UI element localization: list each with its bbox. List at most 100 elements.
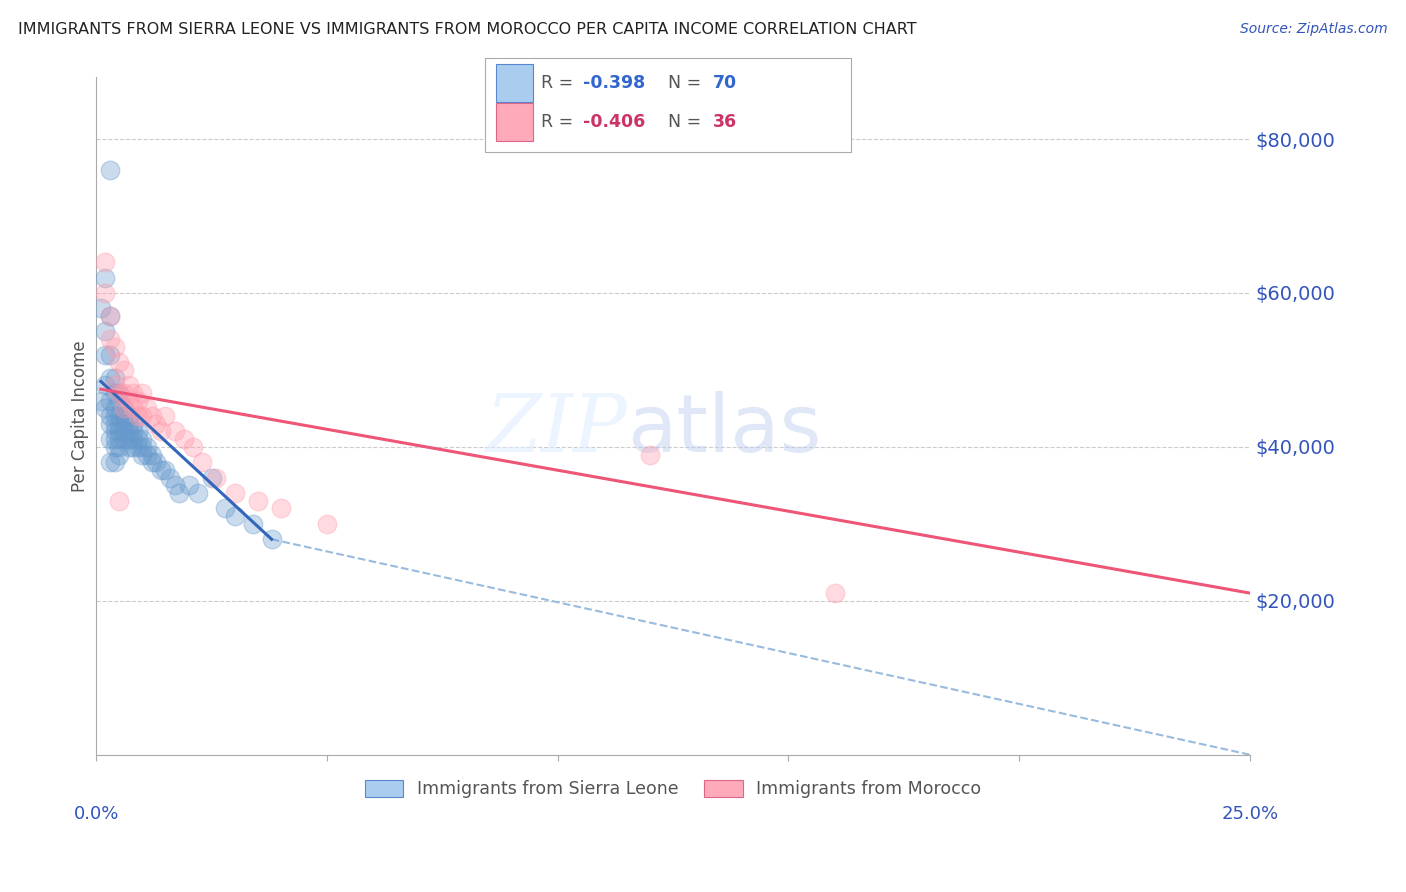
- Point: [224, 486, 246, 500]
- Text: ZIP: ZIP: [485, 391, 627, 468]
- Text: N =: N =: [657, 74, 706, 92]
- Point: [108, 417, 131, 431]
- Point: [145, 455, 167, 469]
- Point: [98, 309, 121, 323]
- Point: [104, 409, 127, 423]
- Text: 0.0%: 0.0%: [73, 805, 120, 822]
- Point: [104, 340, 127, 354]
- Point: [108, 432, 131, 446]
- Point: [136, 401, 159, 416]
- Point: [98, 393, 121, 408]
- Point: [104, 386, 127, 401]
- Point: [112, 425, 135, 439]
- Point: [112, 409, 135, 423]
- Point: [141, 455, 163, 469]
- Point: [149, 463, 172, 477]
- Point: [127, 440, 149, 454]
- Point: [136, 440, 159, 454]
- Point: [108, 493, 131, 508]
- Point: [155, 463, 177, 477]
- Point: [173, 432, 195, 446]
- Point: [177, 478, 200, 492]
- Point: [94, 401, 117, 416]
- Point: [108, 355, 131, 369]
- Point: [127, 409, 149, 423]
- Point: [117, 393, 139, 408]
- Point: [214, 501, 236, 516]
- Point: [98, 455, 121, 469]
- Point: [104, 455, 127, 469]
- Point: [141, 448, 163, 462]
- Point: [98, 332, 121, 346]
- Point: [98, 347, 121, 361]
- Point: [122, 425, 145, 439]
- Point: [112, 363, 135, 377]
- Text: -0.398: -0.398: [583, 74, 645, 92]
- Text: 36: 36: [713, 113, 737, 131]
- Point: [112, 386, 135, 401]
- Point: [136, 448, 159, 462]
- Point: [246, 493, 269, 508]
- Point: [122, 386, 145, 401]
- Point: [141, 409, 163, 423]
- Point: [104, 425, 127, 439]
- Point: [127, 425, 149, 439]
- Point: [104, 432, 127, 446]
- Point: [98, 162, 121, 177]
- Point: [117, 432, 139, 446]
- Point: [117, 440, 139, 454]
- Point: [117, 409, 139, 423]
- Point: [224, 509, 246, 524]
- Text: N =: N =: [657, 113, 706, 131]
- Point: [108, 425, 131, 439]
- Point: [242, 516, 264, 531]
- Text: R =: R =: [541, 74, 579, 92]
- Point: [163, 425, 186, 439]
- Point: [824, 586, 846, 600]
- Point: [108, 409, 131, 423]
- Point: [98, 417, 121, 431]
- Point: [108, 448, 131, 462]
- Point: [104, 378, 127, 392]
- Point: [191, 455, 214, 469]
- Point: [122, 417, 145, 431]
- Point: [94, 378, 117, 392]
- Point: [112, 417, 135, 431]
- Point: [108, 386, 131, 401]
- Point: [104, 401, 127, 416]
- Point: [94, 270, 117, 285]
- Point: [104, 417, 127, 431]
- Point: [90, 301, 112, 316]
- Y-axis label: Per Capita Income: Per Capita Income: [72, 340, 89, 491]
- Text: 25.0%: 25.0%: [1222, 805, 1278, 822]
- Point: [94, 255, 117, 269]
- Point: [131, 432, 153, 446]
- Point: [149, 425, 172, 439]
- Point: [122, 432, 145, 446]
- Point: [159, 471, 181, 485]
- Point: [98, 370, 121, 384]
- Point: [270, 501, 292, 516]
- Point: [117, 417, 139, 431]
- Point: [98, 432, 121, 446]
- Point: [122, 440, 145, 454]
- Point: [117, 378, 139, 392]
- Point: [205, 471, 228, 485]
- Point: [104, 370, 127, 384]
- Point: [131, 448, 153, 462]
- Point: [112, 401, 135, 416]
- Point: [131, 386, 153, 401]
- Text: atlas: atlas: [627, 391, 821, 468]
- Point: [94, 347, 117, 361]
- Point: [127, 432, 149, 446]
- Point: [200, 471, 222, 485]
- Point: [316, 516, 339, 531]
- Point: [108, 386, 131, 401]
- Legend: Immigrants from Sierra Leone, Immigrants from Morocco: Immigrants from Sierra Leone, Immigrants…: [356, 771, 990, 807]
- Text: Source: ZipAtlas.com: Source: ZipAtlas.com: [1240, 22, 1388, 37]
- Point: [260, 533, 283, 547]
- Point: [127, 393, 149, 408]
- Point: [155, 409, 177, 423]
- Text: 70: 70: [713, 74, 737, 92]
- Point: [108, 393, 131, 408]
